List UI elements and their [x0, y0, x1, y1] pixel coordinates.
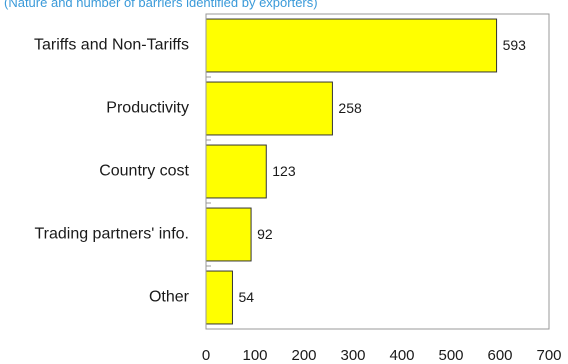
- data-label: 54: [238, 289, 254, 305]
- x-tick-label: 600: [487, 347, 512, 364]
- category-labels: Tariffs and Non-Tariffs Productivity Count…: [34, 37, 190, 306]
- value-labels: 593 258 123 92 54: [238, 37, 526, 305]
- category-label: Tariffs and Non-Tariffs: [34, 37, 189, 54]
- x-tick-label: 200: [291, 347, 316, 364]
- category-label: Country cost: [99, 163, 189, 180]
- data-label: 258: [338, 100, 362, 116]
- x-tick-label: 700: [536, 347, 561, 364]
- bar: [205, 81, 333, 136]
- bar: [205, 18, 498, 73]
- bar: [205, 144, 267, 199]
- x-tick-label: 0: [202, 347, 210, 364]
- data-label: 92: [257, 226, 273, 242]
- x-tick-label: 400: [389, 347, 414, 364]
- category-label: Productivity: [106, 100, 189, 117]
- chart-subtitle: (Nature and number of barriers identifie…: [4, 0, 318, 10]
- x-tick-label: 500: [438, 347, 463, 364]
- data-label: 593: [503, 37, 527, 53]
- plot-area-frame: [205, 13, 550, 330]
- category-label: Trading partners' info.: [34, 226, 189, 243]
- x-axis-ticks: 0 100 200 300 400 500 600 700: [202, 76, 562, 364]
- category-label: Other: [149, 289, 190, 306]
- bar: [205, 207, 252, 262]
- bar: [205, 270, 233, 325]
- bars-layer: [205, 18, 498, 325]
- x-tick-label: 300: [340, 347, 365, 364]
- data-label: 123: [272, 163, 296, 179]
- x-tick-label: 100: [242, 347, 267, 364]
